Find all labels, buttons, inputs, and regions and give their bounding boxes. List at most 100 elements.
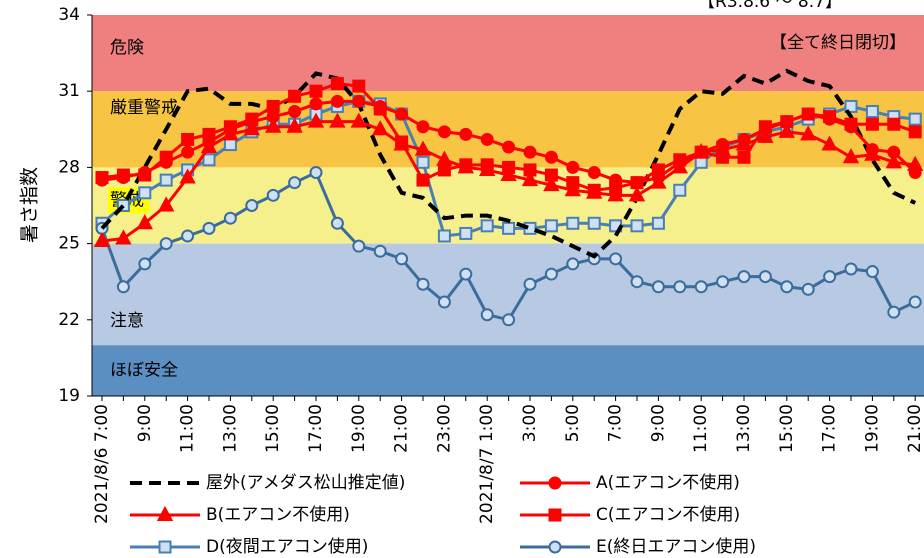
condition-note: 【全て終日閉切】: [770, 33, 906, 53]
marker: [564, 181, 581, 197]
marker: [778, 122, 795, 138]
axes: 19 22 25 28 31 34 2021/8/6 7:00 9:00 11:00 13:00 1…: [58, 5, 924, 524]
marker: [673, 280, 687, 294]
x-tick-label: 13:00: [220, 404, 240, 453]
y-tick-label: 31: [58, 81, 80, 101]
marker: [758, 120, 772, 134]
marker: [521, 171, 539, 187]
marker: [416, 173, 430, 187]
marker: [330, 216, 344, 230]
marker: [757, 127, 774, 143]
marker: [202, 127, 216, 141]
marker: [459, 158, 473, 172]
marker: [156, 505, 174, 521]
marker: [566, 257, 580, 271]
marker: [181, 229, 195, 243]
marker: [566, 160, 580, 174]
x-tick-label: 17:00: [306, 404, 326, 453]
marker: [200, 137, 218, 154]
marker: [908, 125, 922, 139]
band-label: ほぼ安全: [110, 361, 178, 381]
bands: 危険厳重警戒警戒注意ほぼ安全: [92, 15, 924, 396]
marker: [548, 476, 562, 490]
marker: [735, 135, 753, 151]
marker: [908, 112, 922, 126]
marker: [243, 120, 260, 136]
marker: [395, 135, 409, 149]
marker: [523, 277, 537, 291]
marker: [502, 221, 516, 235]
marker: [673, 183, 687, 197]
marker: [842, 148, 860, 164]
marker: [459, 267, 473, 281]
marker: [158, 196, 175, 212]
marker: [480, 158, 494, 172]
marker: [587, 183, 601, 197]
band-label: 注意: [110, 311, 144, 331]
x-tick-label: 3:00: [520, 404, 540, 442]
marker: [136, 214, 153, 230]
marker: [544, 267, 558, 281]
marker: [138, 257, 152, 271]
marker: [694, 145, 708, 159]
marker: [395, 107, 409, 121]
series: [100, 68, 917, 259]
marker: [437, 229, 451, 243]
band-label: 危険: [110, 38, 144, 58]
legend-label: A(エアコン不使用): [596, 472, 740, 493]
marker: [329, 112, 346, 128]
marker: [480, 219, 494, 233]
marker: [116, 199, 130, 212]
y-tick-label: 28: [58, 157, 80, 177]
marker: [373, 102, 387, 116]
marker: [223, 120, 237, 134]
band-label: 厳重警戒: [110, 98, 178, 118]
marker: [694, 280, 708, 294]
legend-label: E(終日エアコン使用): [596, 536, 756, 557]
marker: [373, 244, 387, 258]
y-tick-label: 19: [58, 386, 80, 406]
marker: [309, 97, 323, 111]
marker: [671, 158, 688, 174]
marker: [780, 280, 794, 294]
marker: [800, 125, 817, 141]
series-line: [100, 68, 917, 259]
marker: [202, 221, 216, 235]
marker: [737, 270, 751, 284]
marker: [266, 99, 280, 113]
marker: [823, 270, 837, 284]
x-tick-label: 11:00: [691, 404, 711, 453]
marker: [416, 277, 430, 291]
marker: [437, 295, 451, 309]
x-tick-label: 15:00: [263, 404, 283, 453]
y-axis-title: 暑さ指数: [19, 167, 41, 243]
x-tick-label: 21:00: [905, 404, 924, 453]
marker: [587, 165, 601, 179]
marker: [716, 150, 730, 164]
x-tick-label: 21:00: [392, 404, 412, 453]
marker: [801, 107, 815, 121]
marker: [158, 540, 172, 554]
x-tick-label: 19:00: [862, 404, 882, 453]
marker: [609, 181, 623, 195]
marker: [115, 229, 132, 245]
marker: [630, 219, 644, 233]
marker: [159, 237, 173, 251]
marker: [352, 79, 366, 93]
series: [93, 112, 924, 248]
marker: [222, 125, 239, 141]
marker: [459, 226, 473, 240]
marker: [523, 145, 537, 159]
y-tick-label: 22: [58, 310, 80, 330]
y-tick-label: 25: [58, 234, 80, 254]
marker: [395, 252, 409, 266]
marker: [352, 239, 366, 253]
marker: [181, 132, 195, 146]
x-tick-label: 2021/8/7 1:00: [477, 404, 497, 524]
marker: [865, 105, 879, 119]
series: [95, 77, 922, 197]
y-tick-label: 34: [58, 5, 80, 25]
x-tick-label: 9:00: [135, 404, 155, 442]
marker: [630, 275, 644, 289]
